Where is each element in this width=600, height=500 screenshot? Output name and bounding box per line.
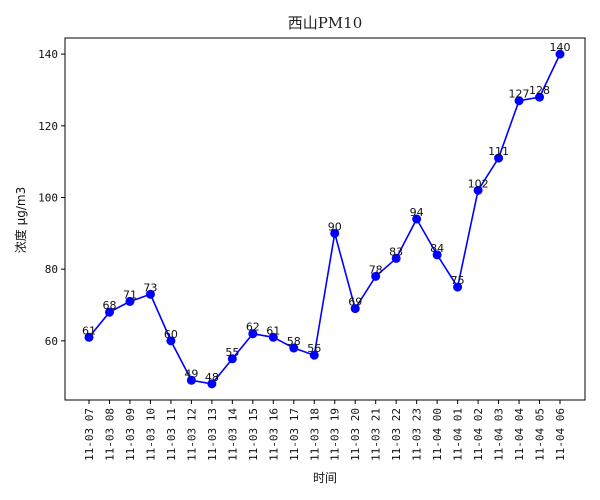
data-point xyxy=(227,354,237,364)
x-tick-label: 11-03 18 xyxy=(308,408,321,461)
x-tick-label: 11-03 15 xyxy=(247,408,260,461)
x-tick-label: 11-03 22 xyxy=(390,408,403,461)
data-label: 55 xyxy=(225,346,239,359)
data-point xyxy=(330,228,340,238)
data-point xyxy=(412,214,422,224)
y-tick-label: 80 xyxy=(45,263,58,276)
x-tick-label: 11-03 12 xyxy=(185,408,198,461)
data-label: 102 xyxy=(468,177,489,190)
data-label: 58 xyxy=(287,335,301,348)
data-label: 111 xyxy=(488,145,509,158)
data-label: 62 xyxy=(246,321,260,334)
data-point xyxy=(535,92,545,102)
data-point xyxy=(453,282,463,292)
x-tick-label: 11-03 11 xyxy=(165,408,178,461)
data-label: 83 xyxy=(389,245,403,258)
data-point xyxy=(494,153,504,163)
x-tick-label: 11-03 10 xyxy=(144,408,157,461)
data-label: 71 xyxy=(123,288,137,301)
data-label: 60 xyxy=(164,328,178,341)
data-label: 127 xyxy=(509,88,530,101)
data-label: 48 xyxy=(205,371,219,384)
data-point xyxy=(391,253,401,263)
plot-frame xyxy=(64,37,586,401)
data-label: 56 xyxy=(307,342,321,355)
x-tick-label: 11-03 20 xyxy=(349,408,362,461)
y-tick-label: 100 xyxy=(38,191,58,204)
data-point xyxy=(289,343,299,353)
data-label: 140 xyxy=(550,41,571,54)
x-tick-label: 11-03 13 xyxy=(206,408,219,461)
x-tick-label: 11-03 21 xyxy=(370,408,383,461)
data-label: 128 xyxy=(529,84,550,97)
x-tick-label: 11-03 16 xyxy=(267,408,280,461)
data-point xyxy=(432,250,442,260)
x-tick-label: 11-04 02 xyxy=(472,408,485,461)
data-point xyxy=(145,289,155,299)
data-label: 90 xyxy=(328,220,342,233)
data-point xyxy=(371,271,381,281)
series-line xyxy=(88,53,561,385)
x-axis-label: 时间 xyxy=(313,471,337,485)
data-point xyxy=(84,332,94,342)
data-point xyxy=(207,379,217,389)
plot-area: 60 80 100 120 140 11-03 07 11-03 08 11-03 09 11-… xyxy=(38,37,586,461)
data-point xyxy=(350,304,360,314)
y-tick-label: 60 xyxy=(45,335,58,348)
x-tick-label: 11-04 04 xyxy=(513,408,526,461)
y-tick-label: 120 xyxy=(38,120,58,133)
data-point xyxy=(473,185,483,195)
data-label: 61 xyxy=(82,324,96,337)
data-point xyxy=(166,336,176,346)
data-label: 75 xyxy=(451,274,465,287)
x-tick-label: 11-04 01 xyxy=(452,408,465,461)
x-tick-label: 11-04 05 xyxy=(534,408,547,461)
data-point xyxy=(104,307,114,317)
data-label: 61 xyxy=(266,324,280,337)
x-tick-label: 11-04 03 xyxy=(493,408,506,461)
data-label: 69 xyxy=(348,296,362,309)
x-tick-label: 11-03 14 xyxy=(226,408,239,461)
x-tick-label: 11-03 19 xyxy=(329,408,342,461)
data-point xyxy=(555,49,565,59)
data-label: 68 xyxy=(102,299,116,312)
data-point xyxy=(248,329,258,339)
data-point xyxy=(309,350,319,360)
x-tick-label: 11-04 06 xyxy=(554,408,567,461)
data-label: 94 xyxy=(410,206,424,219)
data-point xyxy=(514,96,524,106)
x-tick-label: 11-04 00 xyxy=(431,408,444,461)
data-point xyxy=(268,332,278,342)
x-tick-label: 11-03 17 xyxy=(288,408,301,461)
data-label: 78 xyxy=(369,263,383,276)
y-axis-label: 浓度 μg/m3 xyxy=(13,187,28,253)
data-label: 73 xyxy=(143,281,157,294)
data-point xyxy=(186,375,196,385)
chart-title: 西山PM10 xyxy=(288,14,363,32)
x-tick-label: 11-03 09 xyxy=(124,408,137,461)
x-tick-label: 11-03 07 xyxy=(83,408,96,461)
x-tick-label: 11-03 23 xyxy=(411,408,424,461)
data-point xyxy=(125,296,135,306)
data-label: 84 xyxy=(430,242,444,255)
x-tick-label: 11-03 08 xyxy=(103,408,116,461)
data-label: 49 xyxy=(184,367,198,380)
y-tick-label: 140 xyxy=(38,48,58,61)
